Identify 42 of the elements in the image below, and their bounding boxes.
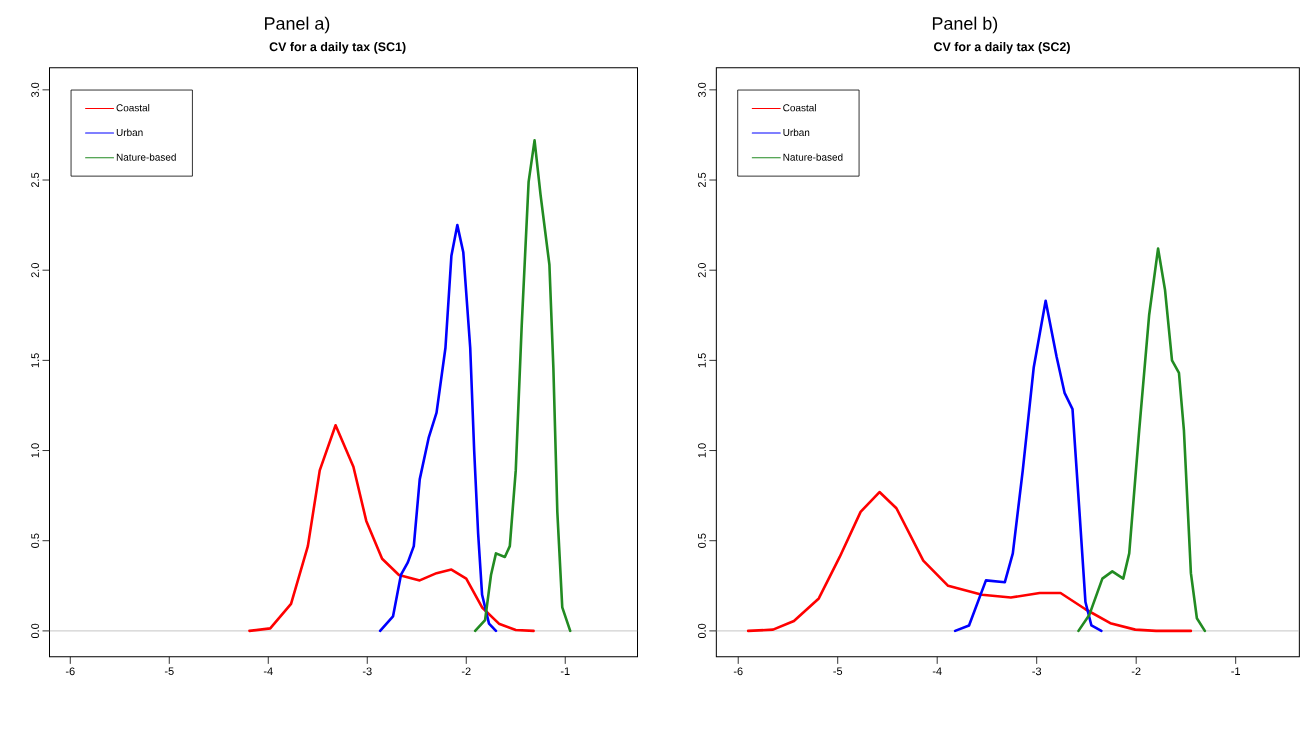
x-tick-label: -2 xyxy=(461,667,471,676)
line-series xyxy=(248,423,535,633)
x-tick-label: -4 xyxy=(263,667,273,675)
x-tick-label: -6 xyxy=(733,667,743,676)
x-tick-label: -3 xyxy=(362,667,372,676)
chart-title: CV for a daily tax (SC1) xyxy=(269,42,406,54)
y-tick-label: 2.5 xyxy=(698,172,706,188)
y-tick-label: 1.0 xyxy=(31,443,39,458)
y-tick-label: 0.0 xyxy=(698,623,706,639)
x-tick-label: -5 xyxy=(164,667,174,676)
y-tick-label: 2.0 xyxy=(31,263,39,278)
x-tick-label: -4 xyxy=(932,667,942,675)
x-tick-label: -1 xyxy=(560,667,570,675)
line-series xyxy=(953,299,1103,633)
line-series xyxy=(746,490,1193,633)
chart-title: CV for a daily tax (SC2) xyxy=(934,42,1070,54)
line-series xyxy=(378,223,498,633)
legend-label: Coastal xyxy=(116,104,150,112)
text: Panel b) xyxy=(932,16,998,34)
y-tick-label: 2.5 xyxy=(31,172,39,188)
x-tick-label: -6 xyxy=(65,667,75,676)
y-tick-label: 0.5 xyxy=(698,533,706,548)
legend-label: Coastal xyxy=(783,104,816,112)
text: Panel a) xyxy=(265,16,330,34)
y-tick-label: 0.0 xyxy=(31,623,39,639)
y-tick-label: 1.0 xyxy=(698,443,706,458)
y-tick-label: 0.5 xyxy=(31,533,39,548)
line-series xyxy=(1077,247,1207,633)
y-tick-label: 1.5 xyxy=(698,353,706,368)
legend-label: Urban xyxy=(783,128,810,137)
y-tick-label: 2.0 xyxy=(698,263,706,278)
x-tick-label: -3 xyxy=(1032,667,1042,676)
x-tick-label: -1 xyxy=(1231,667,1241,675)
y-tick-label: 1.5 xyxy=(31,353,39,368)
y-tick-label: 3.0 xyxy=(31,82,39,98)
line-series xyxy=(473,139,572,633)
x-tick-label: -5 xyxy=(833,667,843,676)
y-tick-label: 3.0 xyxy=(698,82,706,98)
legend-label: Nature-based xyxy=(116,153,176,161)
legend-label: Nature-based xyxy=(783,153,843,161)
legend-label: Urban xyxy=(116,128,143,137)
x-tick-label: -2 xyxy=(1131,667,1141,676)
